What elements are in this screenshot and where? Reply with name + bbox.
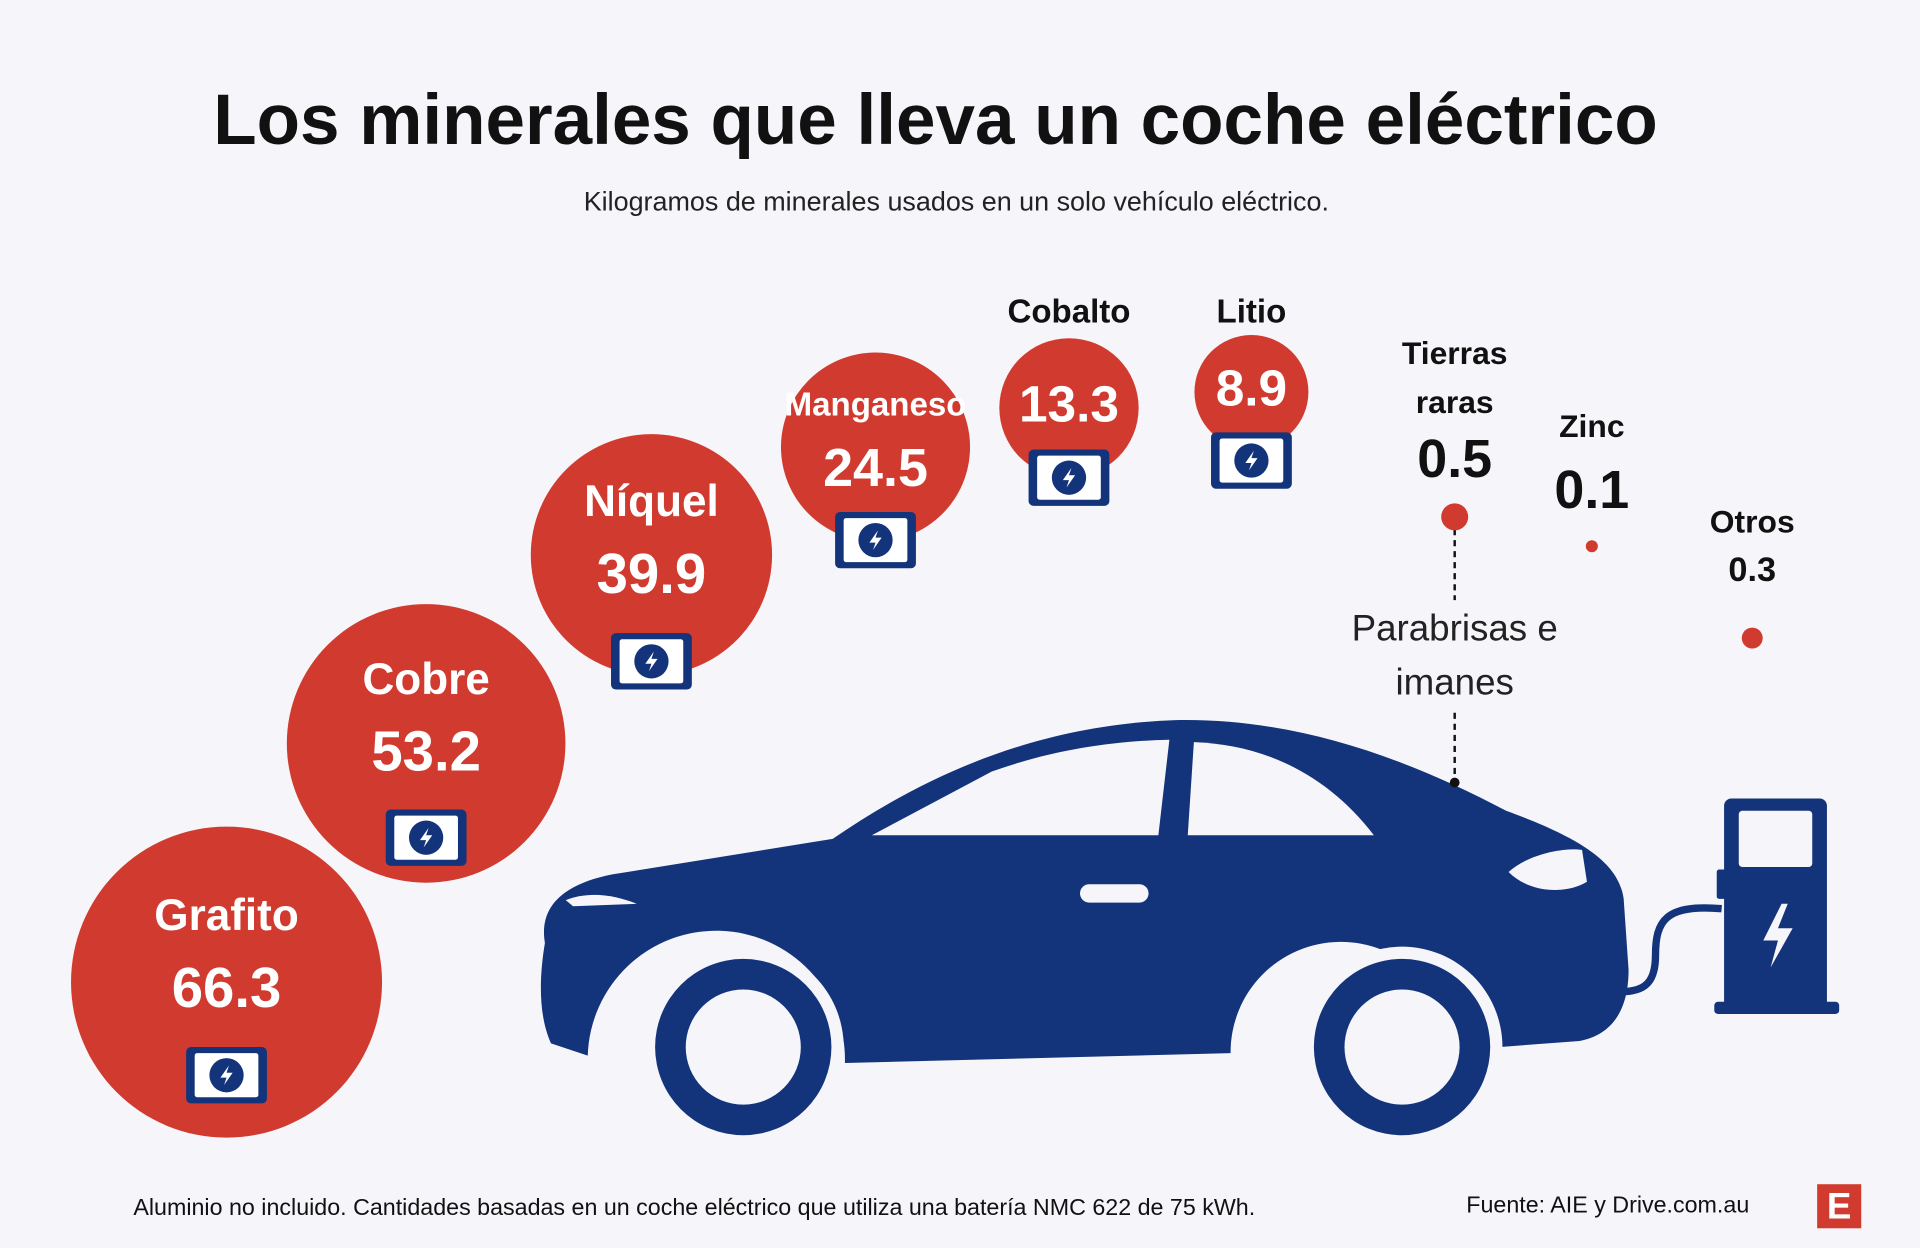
value-label: 24.5	[823, 438, 928, 498]
car	[540, 720, 1629, 1148]
bubble	[1585, 540, 1598, 553]
note: Aluminio no incluido. Cantidades basadas…	[133, 1194, 1255, 1220]
battery-icon	[385, 809, 467, 866]
logo: E	[1827, 1185, 1851, 1226]
bubble	[1194, 334, 1309, 449]
battery-icon	[1028, 449, 1110, 506]
source: Fuente: AIE y Drive.com.au	[1466, 1191, 1749, 1217]
bubble	[999, 338, 1139, 478]
value-label: 66.3	[172, 956, 282, 1019]
charger	[1616, 798, 1840, 1014]
label-box: Tierras raras	[1401, 334, 1508, 421]
category-label: Cobalto	[1007, 293, 1130, 330]
chart-subtitle: Kilogramos de minerales usados en un sol…	[584, 186, 1329, 216]
icon-part	[869, 530, 882, 550]
icon-part	[220, 1065, 233, 1086]
battery-icon	[186, 1047, 267, 1104]
category-label: Cobre	[362, 655, 489, 704]
category-label: Grafito	[154, 891, 298, 940]
value-label: 53.2	[371, 720, 481, 783]
battery-icon	[1211, 432, 1292, 489]
value-label: 0.1	[1554, 460, 1629, 520]
bubble	[530, 434, 773, 676]
battery-icon	[835, 511, 916, 569]
category-label: Níquel	[584, 477, 719, 526]
icon-part	[645, 651, 658, 672]
category-label: Zinc	[1559, 408, 1624, 444]
annotation: Parabrisas e imanes	[1351, 608, 1558, 703]
bubble	[71, 826, 383, 1138]
category-label: Tierras raras	[1401, 334, 1508, 421]
category-label: Manganeso	[785, 386, 967, 423]
icon-part	[1245, 450, 1258, 471]
value-label: 0.3	[1728, 551, 1776, 589]
chart-title: Los minerales que lleva un coche eléctri…	[213, 81, 1658, 160]
annotation-box: Parabrisas e imanes	[1351, 608, 1558, 703]
value-label: 13.3	[1019, 374, 1119, 432]
battery-icon	[611, 633, 692, 690]
annotation-dot	[1449, 777, 1460, 788]
logo-box	[1817, 1184, 1862, 1229]
bubble	[1741, 627, 1763, 649]
value-label: 0.5	[1417, 429, 1492, 489]
icon-part	[420, 827, 433, 848]
value-label: 8.9	[1216, 359, 1287, 417]
category-label: Otros	[1710, 504, 1795, 540]
bubble	[286, 604, 566, 883]
value-label: 39.9	[597, 542, 707, 605]
bubble	[1441, 503, 1469, 531]
category-label: Litio	[1217, 293, 1287, 330]
icon-part	[1062, 467, 1076, 488]
bubble	[780, 352, 971, 542]
